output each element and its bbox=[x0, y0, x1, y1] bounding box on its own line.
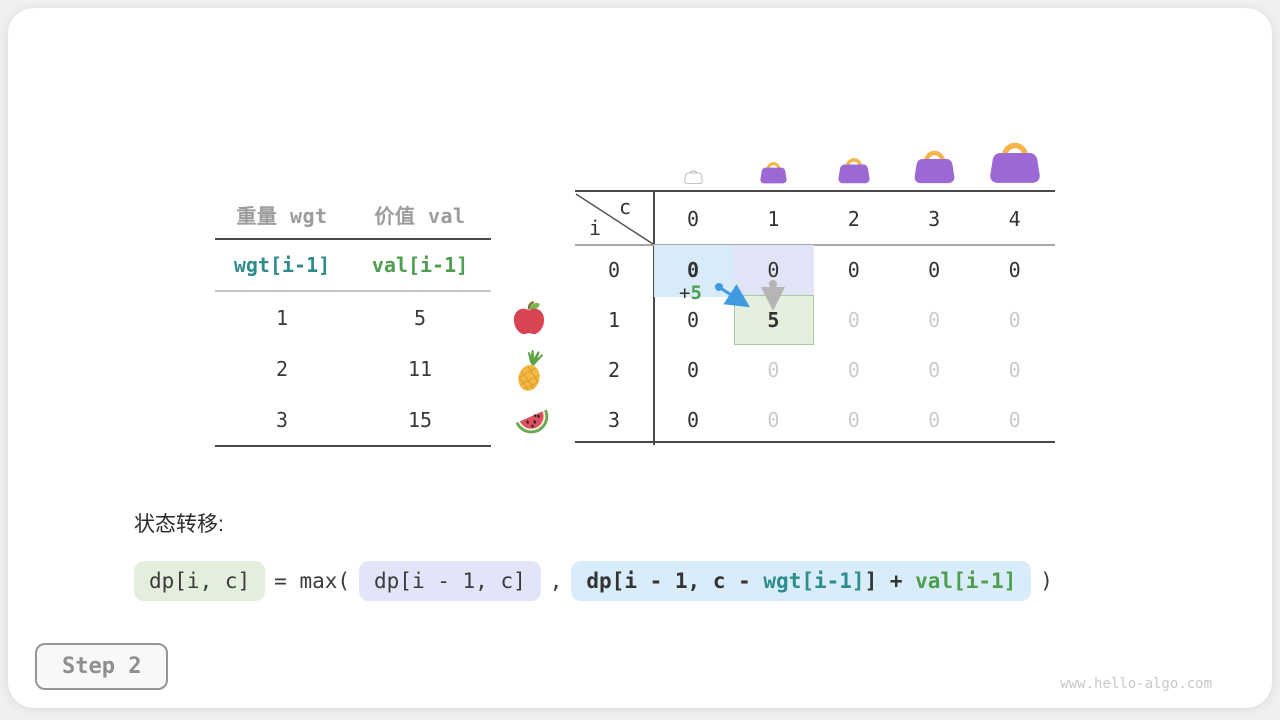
dp-cell-3-2: 0 bbox=[847, 408, 860, 432]
watermark: www.hello-algo.com bbox=[1060, 676, 1212, 692]
dp-col-header-3: 3 bbox=[928, 207, 941, 231]
dp-col-header-4: 4 bbox=[1008, 207, 1021, 231]
dp-cell-0-3: 0 bbox=[928, 258, 941, 282]
watermelon-icon bbox=[512, 402, 552, 443]
wgt-var-label: wgt[i-1] bbox=[233, 253, 331, 277]
transition-formula: dp[i, c] = max( dp[i - 1, c] , dp[i - 1,… bbox=[134, 560, 1053, 602]
dp-row-header-2: 2 bbox=[607, 358, 621, 382]
formula-close-paren: ) bbox=[1040, 569, 1053, 593]
items-table-body: 1 5 2 11 3 15 bbox=[215, 292, 491, 447]
dp-cell-0-0: 0 bbox=[686, 258, 700, 282]
plus-value-annotation: +5 bbox=[679, 282, 702, 304]
take-wgt-term: wgt[i-1] bbox=[763, 569, 865, 593]
items-table-row: 3 15 bbox=[215, 394, 491, 445]
dp-cell-3-3: 0 bbox=[928, 408, 941, 432]
apple-icon bbox=[512, 300, 546, 341]
formula-keep-option-pill: dp[i - 1, c] bbox=[359, 561, 541, 601]
item-value: 15 bbox=[407, 407, 433, 432]
bag-size-1-icon bbox=[759, 157, 788, 189]
dp-cell-2-1: 0 bbox=[767, 358, 780, 382]
items-table-var-row: wgt[i-1] val[i-1] bbox=[215, 240, 491, 292]
items-table: 重量 wgt 价值 val wgt[i-1] val[i-1] 1 5 2 11 3 15 bbox=[215, 190, 491, 447]
bag-size-3-icon bbox=[913, 143, 956, 189]
pineapple-icon bbox=[512, 349, 548, 397]
take-arrow-icon bbox=[715, 283, 751, 308]
dp-row-header-3: 3 bbox=[607, 408, 621, 432]
item-weight: 2 bbox=[275, 356, 289, 381]
bag-size-4-icon bbox=[988, 133, 1042, 189]
dp-cell-3-1: 0 bbox=[767, 408, 780, 432]
formula-equals-max: = max( bbox=[274, 569, 351, 593]
formula-lhs-pill: dp[i, c] bbox=[134, 561, 266, 601]
items-table-header: 重量 wgt 价值 val bbox=[215, 190, 491, 240]
bag-empty-icon bbox=[683, 166, 703, 189]
step-badge: Step 2 bbox=[35, 643, 169, 690]
item-value: 5 bbox=[413, 305, 427, 330]
dp-col-header-2: 2 bbox=[847, 207, 860, 231]
corner-row-var-label: i bbox=[589, 216, 602, 240]
take-prefix: dp[i - 1, c - bbox=[586, 569, 764, 593]
item-weight: 1 bbox=[275, 305, 289, 330]
dp-cell-2-4: 0 bbox=[1008, 358, 1021, 382]
dp-cell-3-4: 0 bbox=[1008, 408, 1021, 432]
dp-row-header-0: 0 bbox=[607, 258, 621, 282]
items-table-row: 2 11 bbox=[215, 343, 491, 394]
dp-col-header-0: 0 bbox=[686, 207, 700, 231]
dp-header-divider bbox=[575, 244, 1055, 246]
keep-arrow-icon bbox=[761, 280, 785, 311]
dp-cell-1-1: 5 bbox=[767, 308, 780, 332]
item-weight: 3 bbox=[275, 407, 289, 432]
item-value: 11 bbox=[407, 356, 433, 381]
value-column-header: 价值 val bbox=[374, 203, 466, 228]
dp-cell-0-2: 0 bbox=[847, 258, 860, 282]
formula-separator: , bbox=[549, 569, 563, 593]
weight-column-header: 重量 wgt bbox=[236, 203, 328, 228]
dp-cell-1-3: 0 bbox=[928, 308, 941, 332]
formula-take-option-pill: dp[i - 1, c - wgt[i-1]] + val[i-1] bbox=[571, 561, 1032, 601]
dp-table: c i +5 0 1 2 3 4 0 1 2 3 0 0 0 0 0 0 5 0 0 0 0 0 0 0 0 0 0 0 0 0 bbox=[575, 142, 1055, 445]
dp-vertical-divider bbox=[653, 192, 655, 445]
bag-size-2-icon bbox=[837, 152, 871, 189]
dp-cell-2-2: 0 bbox=[847, 358, 860, 382]
dp-col-header-1: 1 bbox=[767, 207, 780, 231]
transition-arrows bbox=[715, 280, 785, 311]
dp-cell-0-1: 0 bbox=[767, 258, 780, 282]
dp-cell-1-4: 0 bbox=[1008, 308, 1021, 332]
take-mid: ] + bbox=[864, 569, 916, 593]
val-var-label: val[i-1] bbox=[371, 253, 469, 277]
dp-cell-1-0: 0 bbox=[686, 308, 700, 332]
corner-col-var-label: c bbox=[619, 195, 632, 219]
dp-cell-0-4: 0 bbox=[1008, 258, 1021, 282]
dp-cell-3-0: 0 bbox=[686, 408, 700, 432]
dp-row-header-1: 1 bbox=[607, 308, 621, 332]
dp-cell-2-3: 0 bbox=[928, 358, 941, 382]
dp-cell-1-2: 0 bbox=[847, 308, 860, 332]
state-transition-label: 状态转移: bbox=[134, 513, 224, 536]
take-val-term: val[i-1] bbox=[915, 569, 1017, 593]
corner-diagonal-line bbox=[575, 193, 654, 245]
dp-cell-2-0: 0 bbox=[686, 358, 700, 382]
